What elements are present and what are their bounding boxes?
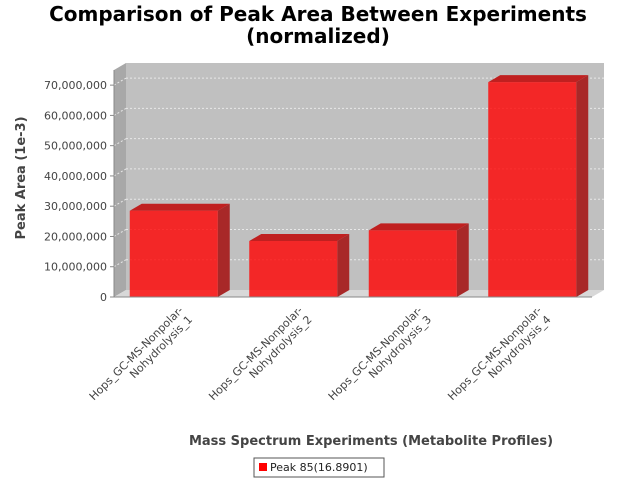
y-tick-label: 70,000,000: [44, 79, 107, 92]
bar-side: [217, 203, 230, 297]
plot-back-wall: [126, 63, 604, 290]
plot-left-wall: [114, 63, 126, 297]
plot-floor: [114, 290, 604, 297]
legend-box: [253, 457, 385, 478]
bar-side: [576, 75, 589, 298]
y-axis-ticks: 0 10,000,000 20,000,000 30,000,000 40,000,00…: [44, 70, 592, 304]
y-tick-label: 30,000,000: [44, 200, 107, 213]
bar-top: [368, 223, 469, 231]
y-tick-label: 20,000,000: [44, 230, 107, 243]
bar: [129, 203, 230, 297]
y-tick-label: 40,000,000: [44, 170, 107, 183]
x-axis-title: Mass Spectrum Experiments (Metabolite Pr…: [189, 434, 553, 449]
y-tick-label: 50,000,000: [44, 140, 107, 153]
x-tick-label: Hops_GC-MS-Nonpolar-Nohydrolysis_3: [326, 304, 434, 412]
x-tick-label: Hops_GC-MS-Nonpolar-Nohydrolysis_4: [445, 304, 553, 412]
y-tick-label: 60,000,000: [44, 109, 107, 122]
chart-title: Comparison of Peak Area Between Experime…: [49, 2, 587, 26]
y-tick-label: 0: [100, 291, 107, 304]
legend-swatch: [259, 463, 267, 471]
x-tick-label: Hops_GC-MS-Nonpolar-Nohydrolysis_1: [87, 304, 195, 412]
bar: [368, 223, 469, 297]
y-axis-title: Peak Area (1e-3): [14, 116, 29, 239]
bar-side: [456, 223, 469, 297]
bar-front: [488, 82, 577, 298]
plot-area: [113, 63, 604, 297]
bar-top: [488, 75, 589, 83]
bar-top: [129, 203, 230, 211]
bar-top: [249, 234, 350, 242]
bar-front: [368, 230, 457, 297]
x-tick-label-line: Hops_GC-MS-Nonpolar-: [326, 304, 425, 403]
bar: [488, 75, 589, 298]
chart-subtitle: (normalized): [246, 24, 390, 48]
bars: [129, 75, 589, 298]
x-tick-label-line: Hops_GC-MS-Nonpolar-: [87, 304, 186, 403]
y-tick-label: 10,000,000: [44, 261, 107, 274]
x-tick-label-line: Hops_GC-MS-Nonpolar-: [206, 304, 305, 403]
legend-label: Peak 85(16.8901): [270, 461, 368, 474]
x-axis-labels: Hops_GC-MS-Nonpolar-Nohydrolysis_1 Hops_G…: [87, 304, 554, 412]
x-tick-label-line: Hops_GC-MS-Nonpolar-: [445, 304, 544, 403]
bar-side: [337, 234, 350, 297]
bar: [249, 234, 350, 297]
bar-front: [129, 210, 218, 297]
bar-front: [249, 241, 338, 297]
legend: Peak 85(16.8901): [253, 457, 385, 478]
x-tick-label: Hops_GC-MS-Nonpolar-Nohydrolysis_2: [206, 304, 314, 412]
